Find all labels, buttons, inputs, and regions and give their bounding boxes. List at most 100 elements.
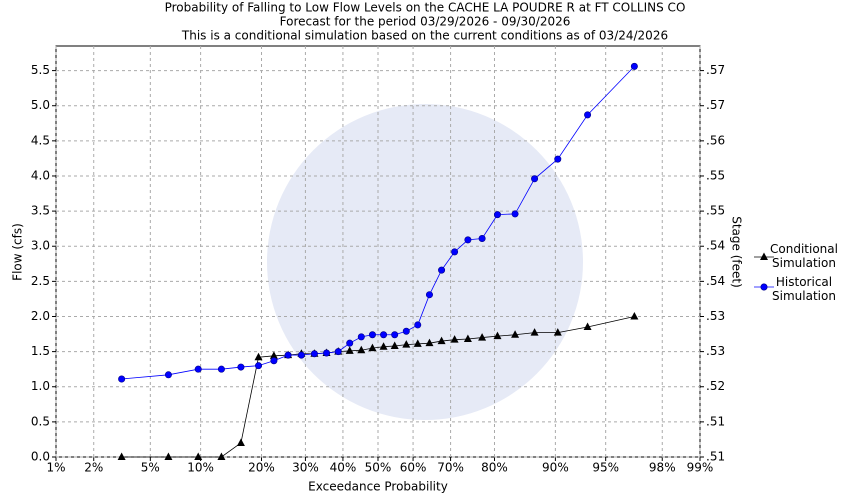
legend-label: Historical Simulation: [772, 275, 836, 303]
marker: [553, 328, 562, 336]
chart-subtitle: This is a conditional simulation based o…: [181, 29, 668, 43]
marker: [310, 350, 318, 358]
y2-tick-label: .51: [706, 414, 725, 428]
y2-tick-label: .54: [706, 239, 725, 253]
marker: [391, 331, 399, 339]
x-tick-label: 70%: [437, 461, 464, 475]
marker: [493, 211, 501, 219]
marker: [402, 327, 410, 335]
marker: [118, 375, 126, 383]
marker: [236, 438, 245, 446]
y-tick-label: 4.0: [31, 168, 50, 182]
y2-tick-label: .54: [706, 274, 725, 288]
marker: [368, 343, 377, 352]
marker: [346, 339, 354, 347]
marker: [255, 362, 263, 370]
marker: [379, 342, 388, 350]
marker: [357, 333, 365, 341]
y-tick-label: 5.5: [31, 63, 50, 77]
y-tick-label: 3.5: [31, 204, 50, 218]
marker: [478, 333, 487, 341]
marker: [380, 331, 388, 339]
legend-item: Historical Simulation: [758, 275, 850, 303]
marker: [269, 351, 278, 359]
y2-tick-label: .57: [706, 98, 725, 112]
marker: [390, 341, 399, 349]
x-tick-label: 40%: [330, 461, 357, 475]
x-tick-label: 60%: [400, 461, 427, 475]
y-tick-label: 5.0: [31, 98, 50, 112]
marker: [554, 155, 562, 163]
y2-tick-label: .53: [706, 344, 725, 358]
y-tick-label: 0.5: [31, 414, 50, 428]
x-tick-label: 50%: [365, 461, 392, 475]
x-tick-label: 20%: [248, 461, 275, 475]
marker: [425, 338, 434, 347]
marker: [425, 291, 433, 299]
marker: [584, 111, 592, 119]
legend-label: Conditional Simulation: [770, 242, 838, 270]
marker: [464, 236, 472, 244]
marker: [511, 210, 519, 218]
x-tick-label: 80%: [481, 461, 508, 475]
y2-tick-label: .55: [706, 168, 725, 182]
y2-tick-label: .53: [706, 309, 725, 323]
legend-item: Conditional Simulation: [758, 242, 850, 270]
marker: [414, 321, 422, 329]
marker: [117, 452, 126, 460]
y2-tick-label: .52: [706, 379, 725, 393]
marker: [254, 352, 263, 361]
y2-tick-label: .55: [706, 204, 725, 218]
y2-tick-label: .57: [706, 63, 725, 77]
y2-tick-label: .51: [706, 450, 725, 464]
x-tick-label: 5%: [141, 461, 160, 475]
marker: [297, 351, 305, 359]
marker: [357, 345, 366, 354]
marker: [402, 340, 411, 348]
x-tick-label: 99%: [687, 461, 714, 475]
y-tick-label: 2.5: [31, 274, 50, 288]
y2-axis-label: Stage (feet): [730, 216, 744, 288]
marker: [630, 311, 639, 320]
x-axis-label: Exceedance Probability: [308, 480, 448, 494]
marker: [217, 452, 226, 460]
y-tick-label: 2.0: [31, 309, 50, 323]
marker: [164, 371, 172, 379]
chart-title: Probability of Falling to Low Flow Level…: [165, 1, 686, 15]
marker: [531, 175, 539, 183]
marker: [630, 62, 638, 70]
marker: [368, 331, 376, 339]
y2-tick-label: .56: [706, 133, 725, 147]
marker: [194, 365, 202, 373]
y-axis-label: Flow (cfs): [11, 223, 25, 281]
marker: [511, 330, 520, 338]
marker: [164, 452, 173, 460]
y-tick-label: 4.5: [31, 133, 50, 147]
marker: [323, 349, 331, 357]
y-tick-label: 1.5: [31, 344, 50, 358]
x-tick-label: 2%: [84, 461, 103, 475]
y-tick-label: 3.0: [31, 239, 50, 253]
marker: [437, 336, 446, 345]
marker: [450, 335, 459, 343]
watermark: [267, 104, 583, 420]
chart-subtitle: Forecast for the period 03/29/2026 - 09/…: [280, 15, 571, 29]
marker: [284, 351, 292, 359]
x-tick-label: 1%: [46, 461, 65, 475]
marker: [217, 365, 225, 373]
marker: [237, 363, 245, 371]
x-tick-label: 98%: [649, 461, 676, 475]
marker: [451, 248, 459, 256]
marker: [270, 357, 278, 365]
legend-marker: [760, 252, 768, 260]
marker: [413, 339, 422, 347]
marker: [438, 266, 446, 274]
marker: [583, 322, 592, 331]
marker: [463, 334, 472, 342]
x-tick-label: 90%: [542, 461, 569, 475]
marker: [194, 452, 203, 460]
y-tick-label: 1.0: [31, 379, 50, 393]
x-tick-label: 95%: [592, 461, 619, 475]
